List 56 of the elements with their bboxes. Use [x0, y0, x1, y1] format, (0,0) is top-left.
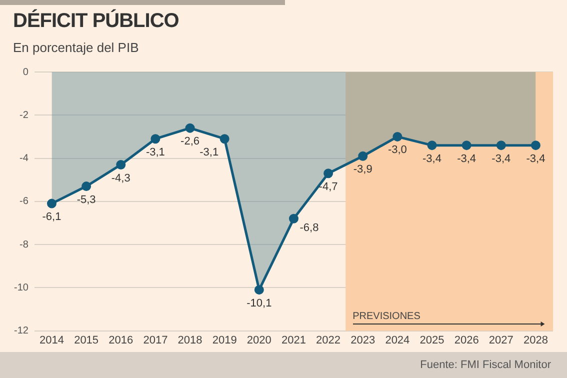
chart-title: DÉFICIT PÚBLICO	[13, 10, 179, 33]
point	[392, 132, 402, 142]
y-tick-label: -6	[20, 196, 29, 208]
data-label: -3,1	[200, 146, 219, 158]
source-note: Fuente: FMI Fiscal Monitor	[420, 359, 551, 371]
data-label: -2,6	[180, 136, 200, 148]
y-tick-label: -4	[20, 153, 29, 164]
data-label: -6,1	[42, 211, 62, 224]
data-label: -3,4	[457, 152, 476, 165]
data-label: -3,4	[526, 152, 546, 165]
x-tick-label: 2017	[143, 334, 168, 346]
y-tick-label: -8	[20, 239, 29, 250]
data-label: -3,4	[422, 152, 442, 165]
x-tick-label: 2023	[350, 334, 376, 346]
point	[46, 198, 56, 208]
data-label: -6,8	[300, 222, 319, 234]
point	[462, 140, 472, 150]
x-tick-label: 2021	[281, 334, 306, 346]
y-tick-label: -2	[20, 110, 29, 121]
x-tick-label: 2015	[74, 334, 99, 346]
point	[116, 160, 126, 170]
x-tick-label: 2026	[454, 334, 479, 346]
point	[530, 140, 540, 150]
point	[496, 140, 506, 150]
data-label: -3,0	[388, 144, 407, 156]
x-tick-label: 2019	[212, 334, 237, 346]
x-tick-label: 2014	[39, 334, 64, 346]
x-tick-label: 2025	[420, 334, 444, 346]
x-tick-label: 2020	[246, 334, 272, 346]
x-tick-label: 2024	[385, 334, 410, 346]
data-label: -5,3	[76, 194, 96, 206]
x-tick-label: 2028	[523, 334, 548, 346]
x-tick-label: 2018	[178, 334, 202, 346]
point	[150, 134, 160, 144]
x-tick-label: 2022	[316, 334, 341, 346]
point	[427, 140, 437, 150]
point	[82, 182, 92, 192]
point	[220, 134, 230, 144]
y-tick-label: -10	[14, 282, 29, 294]
x-tick-label: 2027	[488, 334, 514, 346]
point	[254, 285, 264, 295]
band-label: PREVISIONES	[352, 310, 421, 322]
data-label: -4,3	[111, 172, 130, 184]
data-label: -3,1	[146, 146, 165, 158]
data-label: -3,4	[492, 152, 511, 165]
chart-subtitle: En porcentaje del PIB	[13, 40, 139, 55]
data-label: -10,1	[246, 297, 272, 310]
point	[185, 123, 195, 133]
data-label: -3,9	[353, 164, 372, 176]
point	[288, 214, 298, 224]
data-label: -4,7	[318, 180, 338, 193]
y-tick-label: 0	[22, 66, 29, 78]
point	[324, 168, 334, 178]
y-tick-label: -12	[14, 326, 29, 337]
point	[358, 151, 368, 161]
x-tick-label: 2016	[108, 334, 134, 346]
